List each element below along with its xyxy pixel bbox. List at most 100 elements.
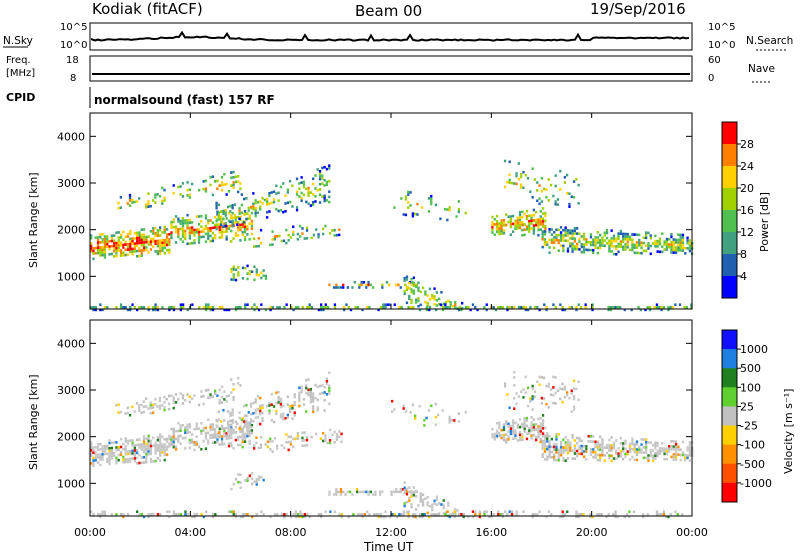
radar-cell [499,513,502,516]
radar-cell [259,435,263,439]
radar-cell [628,248,632,252]
radar-cell [354,306,357,309]
radar-cell [503,384,507,388]
radar-cell [411,214,414,218]
radar-cell [215,419,218,422]
radar-cell [99,455,102,459]
radar-cell [209,229,212,233]
radar-cell [142,228,146,231]
radar-cell [172,218,175,221]
radar-cell [115,306,118,309]
radar-cell [532,232,535,235]
radar-cell [684,459,687,462]
radar-cell [451,513,454,516]
radar-cell [177,437,180,441]
radar-cell [529,400,532,403]
radar-cell [541,419,545,422]
radar-cell [612,306,615,309]
radar-cell [649,252,652,256]
radar-cell [257,475,261,479]
radar-cell [124,253,127,257]
radar-cell [238,411,241,415]
radar-cell [543,238,547,241]
radar-cell [572,195,576,199]
radar-cell [631,442,634,446]
radar-cell [99,308,102,312]
radar-cell [521,438,524,441]
radar-cell [541,434,545,438]
radar-cell [138,231,141,234]
radar-cell [651,242,655,245]
radar-cell [541,222,545,226]
radar-cell [305,410,308,413]
radar-cell [418,308,422,312]
radar-cell [321,174,324,178]
radar-cell [251,482,254,486]
radar-cell [165,248,169,252]
radar-cell [594,456,597,459]
radar-cell [544,426,547,430]
radar-cell [272,200,276,204]
colorbar-segment [722,444,737,465]
radar-cell [259,205,262,208]
radar-cell [247,209,250,212]
radar-cell [478,510,481,513]
radar-cell [530,216,533,220]
radar-cell [541,212,545,215]
radar-cell [249,418,253,421]
radar-cell [615,253,618,256]
radar-cell [512,427,515,430]
radar-cell [172,220,175,224]
radar-cell [204,224,208,228]
colorbar-tick-label: 500 [740,362,761,375]
radar-cell [237,473,240,476]
radar-cell [610,446,613,450]
radar-cell [461,301,464,305]
radar-cell [131,201,134,204]
radar-cell [275,412,278,415]
radar-cell [622,450,625,453]
radar-cell [103,510,107,513]
radar-cell [223,390,226,393]
radar-cell [679,448,682,451]
radar-cell [521,215,524,219]
radar-cell [672,445,675,448]
radar-cell [495,225,499,228]
radar-cell [543,187,546,191]
radar-cell [234,216,237,219]
radar-cell [188,441,191,444]
radar-cell [318,201,322,204]
radar-cell [316,406,319,409]
radar-cell [214,234,217,237]
radar-cell [90,443,93,447]
radar-cell [90,242,93,245]
radar-cell [612,245,616,248]
radar-cell [174,225,178,229]
radar-cell [117,445,120,449]
radar-cell [220,223,223,227]
radar-cell [510,181,514,185]
radar-cell [531,196,534,199]
radar-cell [328,439,332,442]
radar-cell [578,436,581,440]
radar-cell [259,241,263,245]
colorbar-segment [722,276,737,299]
radar-cell [426,503,429,507]
radar-cell [425,306,429,309]
radar-cell [241,233,244,237]
radar-cell [541,439,544,443]
radar-cell [568,396,571,400]
radar-cell [498,224,501,228]
radar-cell [499,306,502,309]
radar-cell [651,444,655,447]
radar-cell [524,391,527,394]
radar-cell [671,306,675,309]
radar-cell [569,237,572,240]
radar-cell [525,209,529,213]
radar-cell [382,306,385,309]
radar-cell [608,244,611,248]
radar-cell [122,448,125,451]
radar-cell [147,434,150,438]
radar-cell [152,513,155,516]
radar-cell [323,199,326,203]
